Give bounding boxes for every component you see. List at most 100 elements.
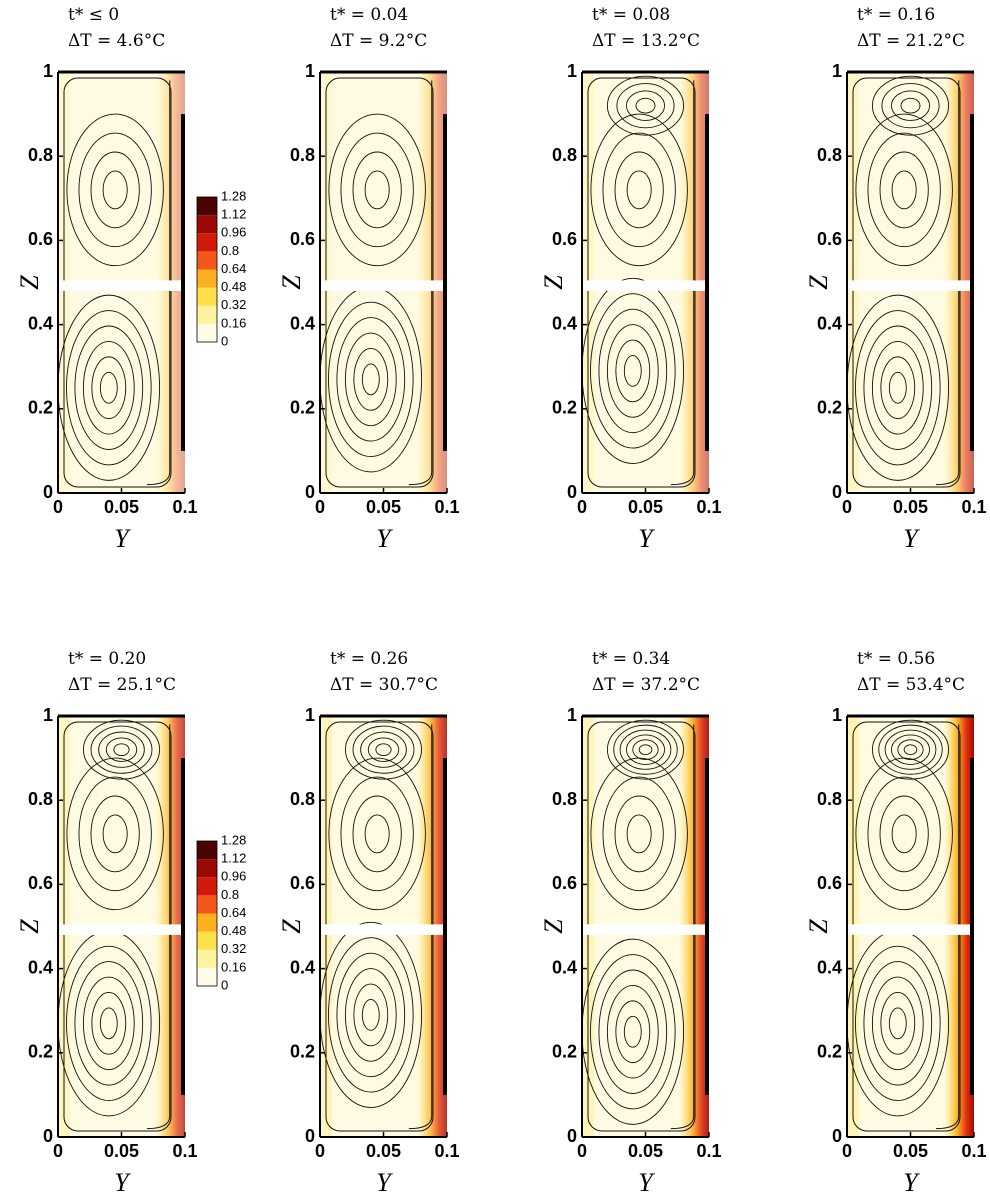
streamline [638, 744, 653, 756]
streamline [616, 83, 675, 129]
y-tick-label: 0.6 [817, 873, 842, 893]
streamline [855, 945, 941, 1101]
streamline [353, 983, 389, 1047]
wall-streamline [146, 80, 171, 486]
colorbar-band [197, 877, 217, 896]
panel-subtitle: ΔT = 25.1°C [68, 675, 176, 695]
x-tick-label: 0.05 [628, 497, 663, 517]
wall-streamline [935, 724, 960, 1130]
panel-subtitle: ΔT = 9.2°C [330, 31, 427, 51]
streamline [352, 795, 402, 873]
streamline [78, 776, 152, 892]
x-axis-label: Y [903, 1168, 920, 1196]
colorbar-label: 0 [221, 333, 228, 348]
streamline [615, 1000, 651, 1064]
streamline [590, 954, 676, 1110]
axis-break [316, 280, 451, 291]
panel-title: t* = 0.16 [857, 5, 935, 25]
panel-title: t* = 0.08 [592, 5, 670, 25]
y-tick-label: 0.4 [290, 313, 315, 333]
streamline [881, 83, 940, 129]
y-tick-label: 0.2 [552, 398, 577, 418]
x-tick-label: 0.1 [172, 1141, 197, 1161]
panel: 0 0.2 0.4 0.6 0.8 1 0 0.05 0.1 Y Zt* = 0.56 ΔT = 53… [804, 649, 987, 1196]
streamline [336, 317, 406, 442]
x-tick-label: 0 [315, 1141, 325, 1161]
streamline [328, 757, 426, 911]
y-tick-label: 0.2 [290, 398, 315, 418]
y-tick-label: 0.2 [552, 1042, 577, 1062]
streamline [361, 363, 380, 396]
colorbar-label: 0.64 [221, 905, 246, 920]
panel-title: t* = 0.04 [330, 5, 408, 25]
y-tick-label: 0 [305, 482, 315, 502]
streamline [871, 75, 950, 136]
streamline [66, 945, 152, 1101]
streamline [626, 170, 652, 210]
colorbar-band [197, 269, 217, 288]
y-tick-label: 0.8 [28, 145, 53, 165]
x-tick-label: 0.05 [366, 497, 401, 517]
panel: 0 0.2 0.4 0.6 0.8 1 0 0.05 0.1 Y Zt* = 0.34 ΔT = 37… [539, 649, 722, 1196]
y-tick-label: 0.4 [552, 313, 577, 333]
panel: 0 0.2 0.4 0.6 0.8 1 0 0.05 0.1 Y Zt* = 0.16 ΔT = 21… [804, 5, 987, 553]
streamline [855, 113, 953, 267]
streamline [855, 310, 941, 466]
streamline [900, 97, 921, 114]
streamline [113, 743, 130, 757]
streamline [66, 310, 152, 466]
streamline [623, 1015, 642, 1048]
colorbar-band [197, 233, 217, 252]
streamline [98, 731, 145, 768]
colorbar-label: 0.16 [221, 315, 246, 330]
colorbar-band [197, 197, 217, 216]
y-tick-label: 0 [567, 1126, 577, 1146]
streamline [863, 961, 933, 1086]
colorbar-band [197, 967, 217, 986]
y-tick-label: 0.4 [552, 957, 577, 977]
streamline [891, 90, 931, 121]
x-tick-label: 0.05 [893, 497, 928, 517]
streamline [606, 324, 659, 418]
streamline [90, 725, 153, 774]
streamline [102, 170, 128, 210]
y-tick-label: 0.8 [290, 789, 315, 809]
heater [970, 758, 974, 1095]
streamline [863, 325, 933, 450]
x-tick-label: 0.1 [961, 497, 986, 517]
x-tick-label: 0.1 [696, 497, 721, 517]
heater [443, 114, 447, 451]
streamline [340, 776, 414, 892]
y-tick-label: 1 [832, 61, 842, 81]
x-axis-label: Y [376, 1168, 393, 1196]
y-axis-label: Z [277, 275, 306, 290]
streamline [91, 992, 127, 1055]
colorbar-band [197, 323, 217, 342]
streamline [66, 113, 164, 267]
axis-break [578, 280, 713, 291]
y-tick-label: 0.8 [552, 789, 577, 809]
heater [181, 114, 185, 451]
y-tick-label: 0 [43, 1126, 53, 1146]
streamline [367, 737, 400, 762]
x-axis-label: Y [114, 1168, 131, 1196]
axis-break [843, 924, 978, 935]
streamline [360, 731, 407, 768]
streamline [598, 969, 668, 1094]
y-tick-label: 0.6 [817, 229, 842, 249]
streamline [361, 999, 380, 1031]
y-tick-label: 0.2 [28, 398, 53, 418]
colorbar-label: 0.8 [221, 243, 239, 258]
colorbar-band [197, 859, 217, 878]
y-tick-label: 0.8 [28, 789, 53, 809]
y-tick-label: 0 [832, 1126, 842, 1146]
colorbar-frame [196, 840, 218, 987]
panel-subtitle: ΔT = 13.2°C [592, 31, 700, 51]
x-tick-label: 0.1 [696, 1141, 721, 1161]
streamline [375, 743, 392, 757]
colorbar-label: 0.32 [221, 941, 246, 956]
streamline [606, 75, 685, 136]
streamline [66, 757, 164, 911]
streamline [891, 734, 931, 765]
streamline [871, 976, 924, 1071]
